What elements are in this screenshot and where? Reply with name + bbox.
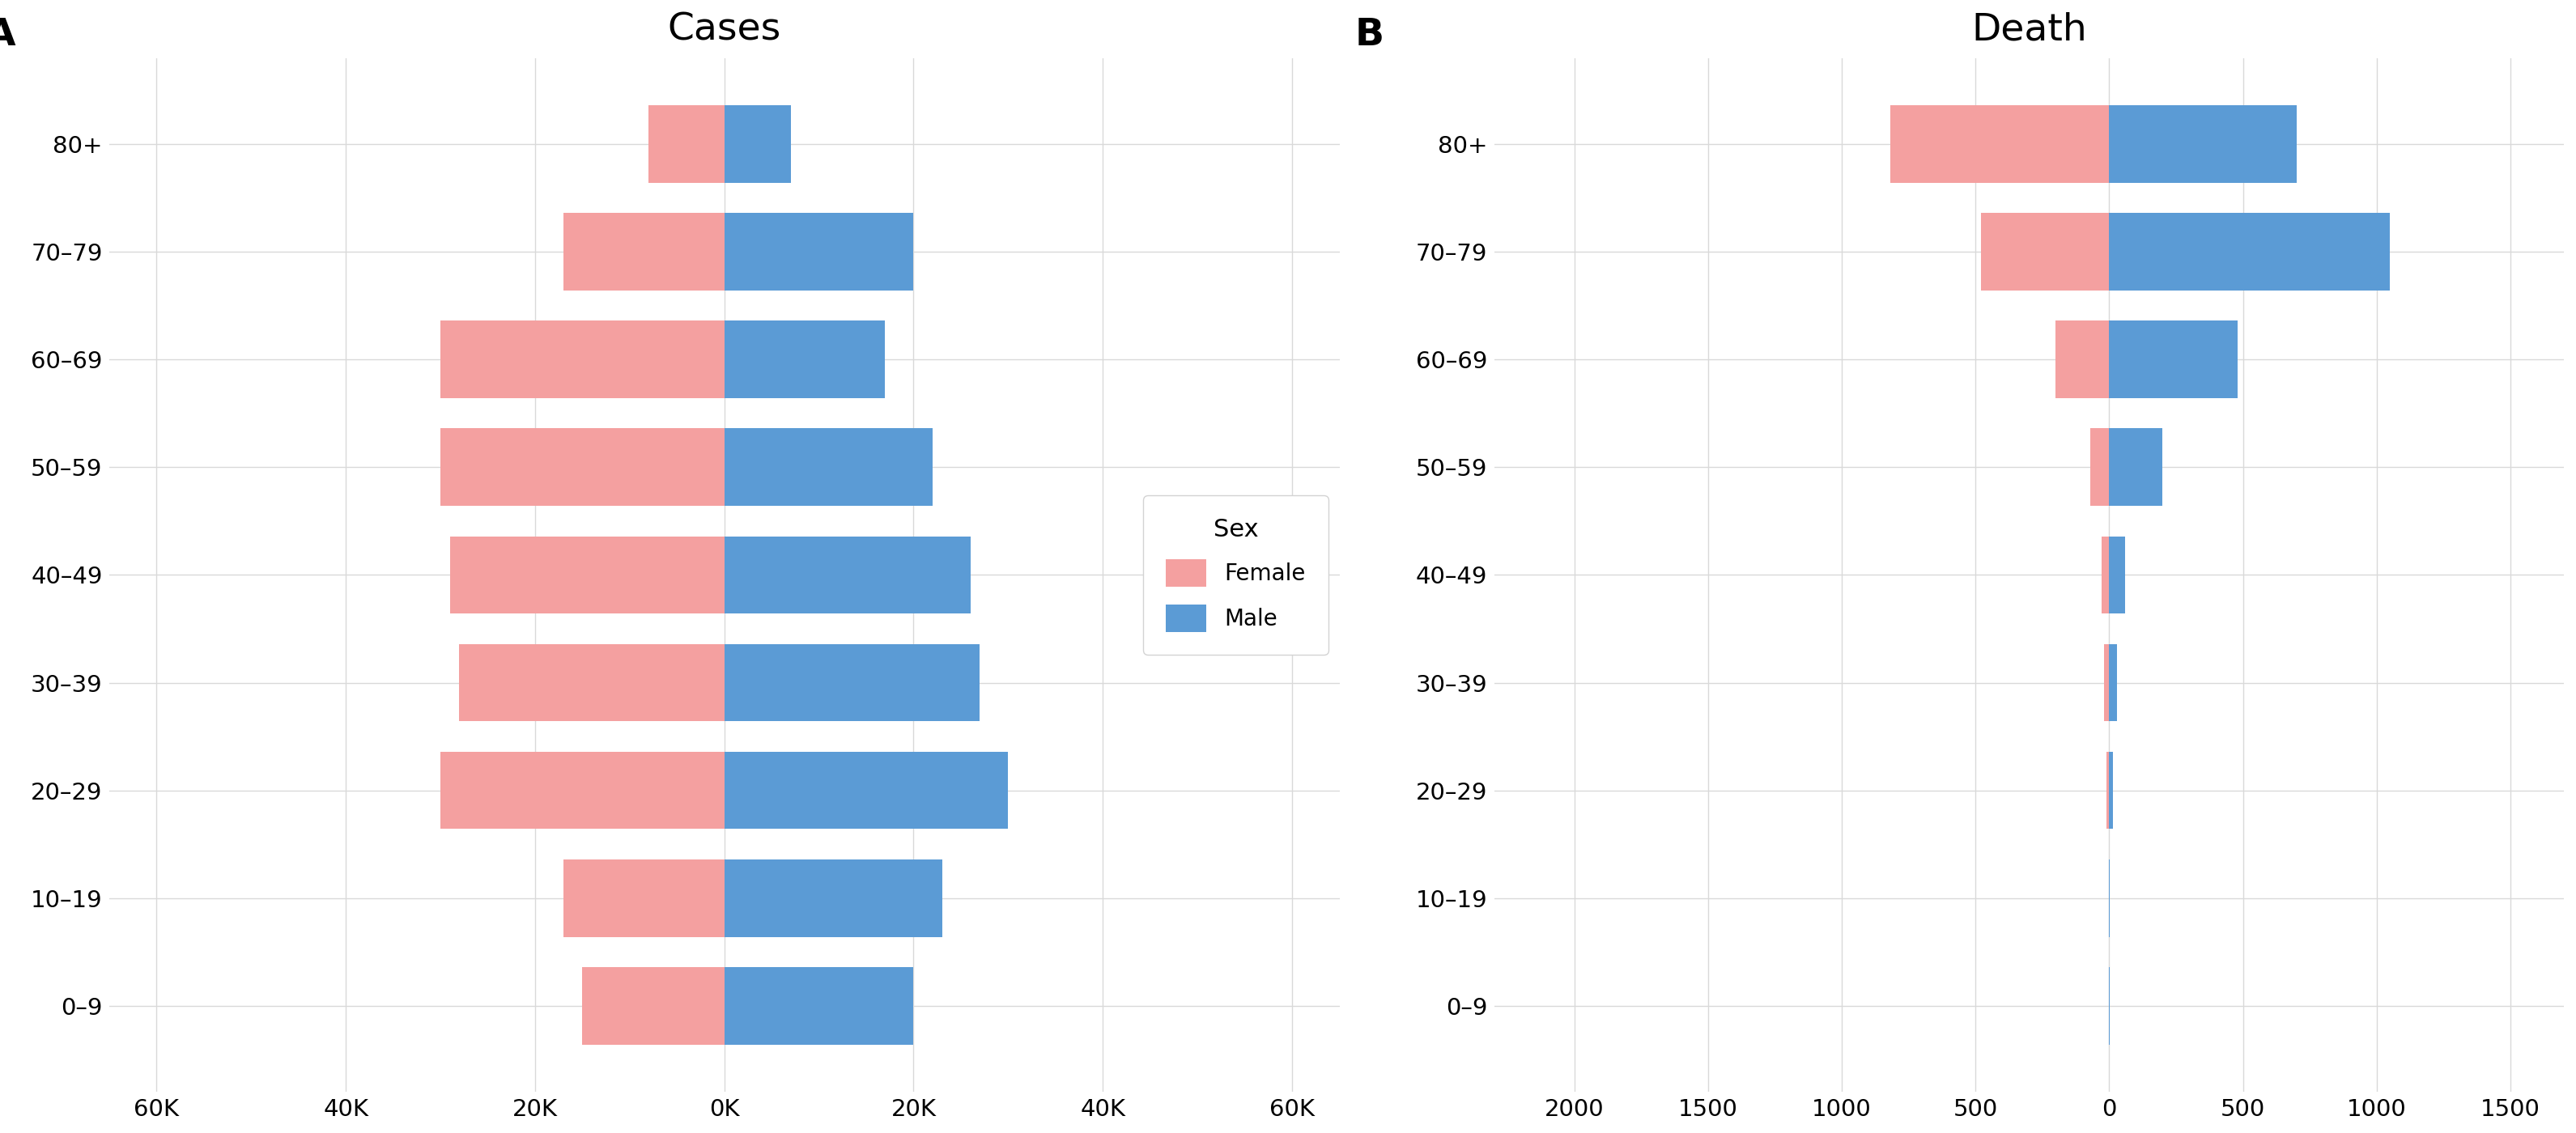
Bar (724, 859, 943, 937)
Bar (2110, 536, 2125, 614)
Bar (440, 321, 724, 399)
Bar (2110, 644, 2117, 722)
Bar (2107, 751, 2110, 829)
Bar (649, 105, 724, 182)
Bar (2110, 321, 2239, 399)
Bar (2092, 428, 2110, 506)
Bar (2105, 644, 2110, 722)
Bar (724, 213, 914, 291)
Title: Death: Death (1971, 12, 2087, 49)
Text: B: B (1355, 17, 1383, 53)
Bar (2110, 213, 2391, 291)
Bar (564, 859, 724, 937)
Text: A: A (0, 17, 15, 53)
Bar (440, 428, 724, 506)
Bar (724, 644, 979, 722)
Bar (564, 213, 724, 291)
Bar (440, 751, 724, 829)
Bar (1891, 105, 2110, 182)
Bar (2102, 536, 2110, 614)
Bar (2110, 105, 2295, 182)
Bar (724, 966, 914, 1045)
Bar (724, 536, 971, 614)
Bar (2110, 751, 2112, 829)
Bar (724, 751, 1007, 829)
Bar (2056, 321, 2110, 399)
Title: Cases: Cases (667, 12, 781, 49)
Bar (582, 966, 724, 1045)
Bar (724, 428, 933, 506)
Bar (724, 105, 791, 182)
Bar (2110, 428, 2164, 506)
Legend: Female, Male: Female, Male (1144, 495, 1329, 655)
Bar (451, 536, 724, 614)
Bar (459, 644, 724, 722)
Bar (1981, 213, 2110, 291)
Bar (724, 321, 886, 399)
